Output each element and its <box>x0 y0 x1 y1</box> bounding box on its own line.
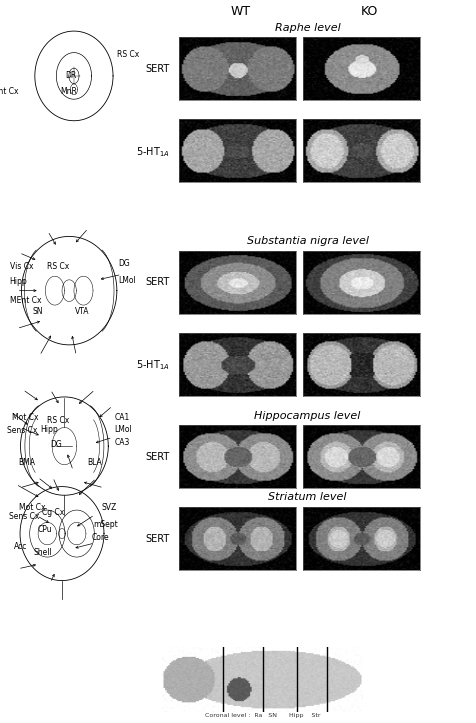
Text: SERT: SERT <box>145 452 169 462</box>
Text: 5-HT$_{1A}$: 5-HT$_{1A}$ <box>136 145 169 159</box>
Text: Core: Core <box>91 534 109 542</box>
Text: CPu: CPu <box>38 525 52 534</box>
Text: BLA: BLA <box>87 458 102 467</box>
Text: DG: DG <box>50 440 62 449</box>
Text: DG: DG <box>118 260 130 268</box>
Text: DR: DR <box>65 72 76 80</box>
Text: Substantia nigra level: Substantia nigra level <box>246 236 368 246</box>
Text: Hipp: Hipp <box>40 425 58 434</box>
Text: KO: KO <box>360 5 377 18</box>
Text: CA3: CA3 <box>114 438 129 447</box>
Text: WT: WT <box>230 5 250 18</box>
Text: MEnt Cx: MEnt Cx <box>0 87 18 95</box>
Text: Sens Cx: Sens Cx <box>9 513 39 521</box>
Text: Mot Cx: Mot Cx <box>12 414 39 422</box>
Text: SVZ: SVZ <box>101 503 116 512</box>
Text: Raphe level: Raphe level <box>274 22 340 33</box>
Text: Sens Cx: Sens Cx <box>7 426 38 435</box>
Text: MEnt Cx: MEnt Cx <box>10 296 42 305</box>
Text: Hippocampus level: Hippocampus level <box>254 411 360 421</box>
Text: MnR: MnR <box>60 87 77 95</box>
Text: RS Cx: RS Cx <box>47 416 69 425</box>
Text: SERT: SERT <box>145 534 169 544</box>
Text: SN: SN <box>32 307 43 316</box>
Text: LMol: LMol <box>114 425 132 434</box>
Text: Vis Cx: Vis Cx <box>10 262 34 271</box>
Text: Cg Cx: Cg Cx <box>42 508 64 517</box>
Text: LMol: LMol <box>118 276 136 285</box>
Text: Coronal level :  Ra   SN      Hipp    Str: Coronal level : Ra SN Hipp Str <box>204 713 319 718</box>
Text: SERT: SERT <box>145 277 169 287</box>
Text: Striatum level: Striatum level <box>268 492 346 502</box>
Text: Mot Cx: Mot Cx <box>19 503 46 512</box>
Text: Acc: Acc <box>14 542 28 551</box>
Text: RS Cx: RS Cx <box>47 262 69 271</box>
Text: Hipp: Hipp <box>10 278 27 286</box>
Text: RS Cx: RS Cx <box>117 50 139 59</box>
Text: CA1: CA1 <box>114 414 129 422</box>
Text: BMA: BMA <box>18 458 35 467</box>
Text: VTA: VTA <box>75 307 89 316</box>
Text: SERT: SERT <box>145 64 169 74</box>
Text: 5-HT$_{1A}$: 5-HT$_{1A}$ <box>136 358 169 372</box>
Text: Shell: Shell <box>33 548 52 557</box>
Text: mSept: mSept <box>93 520 118 529</box>
